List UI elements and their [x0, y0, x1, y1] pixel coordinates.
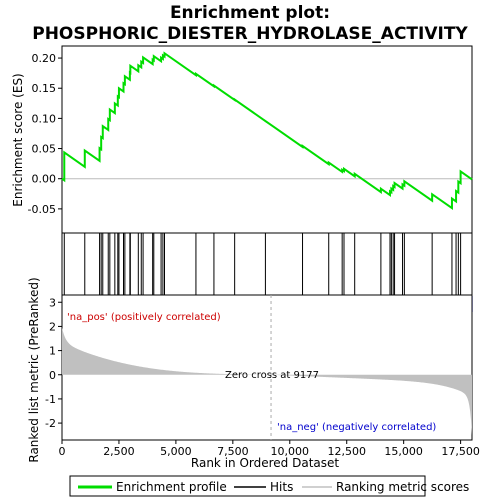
- x-axis: 0 2,500 5,000 7,500 10,000 12,500 15,000 17,500: [59, 440, 480, 458]
- es-y-axis: -0.05 0.00 0.05 0.10 0.15 0.20: [28, 52, 62, 216]
- chart-title-line-1: Enrichment plot:: [170, 3, 330, 23]
- metric-y-tick-label: 2: [49, 320, 56, 333]
- es-y-tick-label: 0.05: [32, 143, 57, 156]
- x-tick-label: 12,500: [327, 445, 366, 458]
- hits-marks: [63, 233, 462, 295]
- x-tick-label: 2,500: [103, 445, 135, 458]
- enrichment-profile-line: [61, 51, 473, 210]
- chart-title-line-2: PHOSPHORIC_DIESTER_HYDROLASE_ACTIVITY: [32, 24, 468, 44]
- es-panel-frame: [61, 45, 473, 234]
- metric-y-axis: -2 -1 0 1 2 3: [45, 296, 62, 430]
- metric-y-tick-label: -2: [45, 417, 56, 430]
- x-axis-label: Rank in Ordered Dataset: [191, 456, 339, 470]
- zero-cross-label: Zero cross at 9177: [225, 370, 319, 381]
- x-tick-label: 0: [59, 445, 66, 458]
- pos-correlated-label: 'na_pos' (positively correlated): [67, 312, 221, 323]
- metric-y-tick-label: 3: [49, 296, 56, 309]
- es-y-tick-label: 0.20: [32, 52, 57, 65]
- metric-y-tick-label: 0: [49, 369, 56, 382]
- x-tick-label: 7,500: [217, 445, 249, 458]
- x-tick-label: 15,000: [384, 445, 423, 458]
- x-tick-label: 10,000: [271, 445, 310, 458]
- neg-correlated-label: 'na_neg' (negatively correlated): [277, 422, 436, 433]
- es-y-tick-label: 0.10: [32, 112, 57, 125]
- metric-y-label: Ranked list metric (PreRanked): [27, 277, 41, 462]
- legend-box: [69, 475, 426, 497]
- x-tick-label: 5,000: [160, 445, 192, 458]
- es-y-tick-label: -0.05: [28, 203, 56, 216]
- legend-hits-label: Hits: [270, 480, 293, 494]
- metric-y-tick-label: -1: [45, 393, 56, 406]
- legend-es-label: Enrichment profile: [116, 480, 227, 494]
- legend-metric-label: Ranking metric scores: [336, 480, 469, 494]
- es-y-tick-label: 0.00: [32, 173, 57, 186]
- x-tick-label: 17,500: [441, 445, 480, 458]
- es-y-tick-label: 0.15: [32, 82, 57, 95]
- metric-y-tick-label: 1: [49, 345, 56, 358]
- es-y-label: Enrichment score (ES): [11, 73, 25, 206]
